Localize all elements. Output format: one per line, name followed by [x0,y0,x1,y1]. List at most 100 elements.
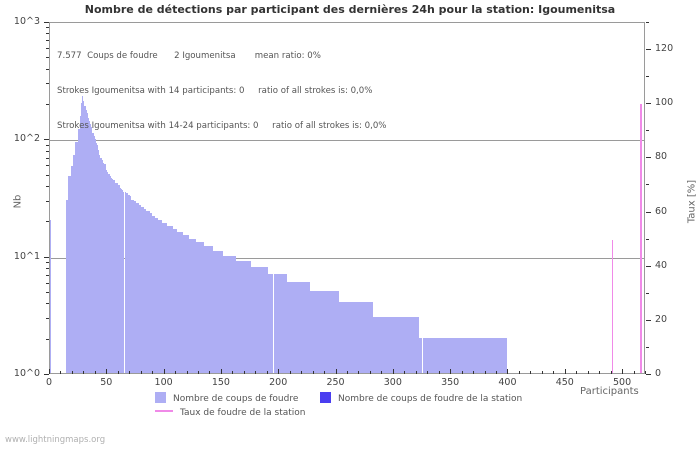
histogram-bar [68,175,70,373]
histogram-bar [289,281,291,373]
legend-item[interactable]: Nombre de coups de foudre [155,392,298,404]
histogram-bar [478,337,480,373]
histogram-bar [458,337,460,373]
histogram-bar [502,337,504,373]
histogram-bar [364,302,366,373]
histogram-bar [321,291,323,373]
histogram-bar [134,201,136,373]
x-axis-tick-mark [450,369,452,374]
histogram-bar [185,235,187,373]
histogram-bar [427,337,429,373]
histogram-bar [145,208,147,373]
x-axis-tick-label: 350 [441,377,460,388]
histogram-bar [424,337,426,373]
histogram-bar [129,194,131,373]
plot-inner [50,23,644,373]
histogram-bar [497,337,499,373]
x-axis-tick-mark [106,369,108,374]
histogram-bar [339,302,342,373]
histogram-bar [415,317,417,373]
y-axis-minor-tick [46,303,49,305]
histogram-bar [486,337,488,373]
histogram-bar [126,193,128,373]
histogram-bar [82,96,84,373]
histogram-bar [150,213,152,373]
histogram-bar [194,238,196,373]
histogram-bar [349,302,351,373]
histogram-bar [380,317,382,373]
histogram-bar [406,317,408,373]
histogram-bar [352,302,354,373]
histogram-bar [164,222,166,373]
histogram-bar [439,337,441,373]
x-axis-tick-label: 150 [211,377,230,388]
histogram-bar [252,267,254,373]
histogram-bar [384,317,386,373]
x-axis-tick-mark [335,369,337,374]
histogram-bar [396,317,398,373]
histogram-bar [315,291,318,373]
histogram-bar [288,281,290,373]
x-axis-tick-mark [507,369,509,374]
legend-item[interactable]: Taux de foudre de la station [155,408,305,418]
y-axis-left-tick-label: 10^1 [13,250,40,262]
legend-item[interactable]: Nombre de coups de foudre de la station [320,392,522,404]
histogram-bar [218,250,220,373]
histogram-bar [233,255,235,373]
y-axis-right-tick-mark [646,211,651,213]
histogram-bar [77,129,79,373]
histogram-bar [245,261,248,373]
histogram-bar [499,337,501,373]
y-axis-right-tick-label: 120 [655,43,674,55]
histogram-bar [298,281,300,373]
histogram-bar [450,337,452,373]
x-axis-minor-tick [541,371,543,374]
y-axis-right-tick-mark [646,374,651,375]
histogram-bar [94,139,96,373]
histogram-bar [196,242,198,373]
histogram-bar [50,220,52,373]
histogram-bar [109,175,111,373]
histogram-bar [385,317,387,373]
x-axis-minor-tick [530,371,532,374]
histogram-bar [461,337,463,373]
histogram-bar [272,273,274,373]
histogram-bar [85,109,87,373]
histogram-bar [421,337,423,373]
histogram-bar [358,302,360,373]
histogram-bar [249,261,251,373]
y-axis-minor-tick [46,200,49,202]
histogram-bar [162,222,164,373]
histogram-bar [500,337,502,373]
x-axis-minor-tick [427,371,429,374]
histogram-bar [342,302,344,373]
y-axis-minor-tick [46,186,49,188]
page-title: Nombre de détections par participant des… [84,3,616,16]
histogram-bar [170,225,172,373]
histogram-bar [102,162,104,373]
histogram-bar [295,281,297,373]
histogram-bar [302,281,304,373]
histogram-bar [186,235,188,373]
histogram-bar [428,337,430,373]
histogram-bar [169,225,171,373]
x-axis-minor-tick [232,371,234,374]
histogram-bar [323,291,326,373]
histogram-bar [226,255,228,373]
histogram-bar [452,337,454,373]
histogram-bar [360,302,362,373]
histogram-bar [108,173,110,373]
histogram-bar [404,317,406,373]
annotation-line-1: 7.577 Coups de foudre 2 Igoumenitsa mean… [57,51,321,62]
histogram-bar [111,179,114,373]
histogram-bar [327,291,329,373]
histogram-bar [472,337,475,373]
histogram-bar [118,185,120,373]
histogram-bar [78,129,80,373]
histogram-bar [338,302,340,373]
histogram-bar [325,291,327,373]
histogram-bar [438,337,440,373]
histogram-bar [137,203,139,373]
histogram-bar [209,246,211,373]
histogram-bar [474,337,476,373]
